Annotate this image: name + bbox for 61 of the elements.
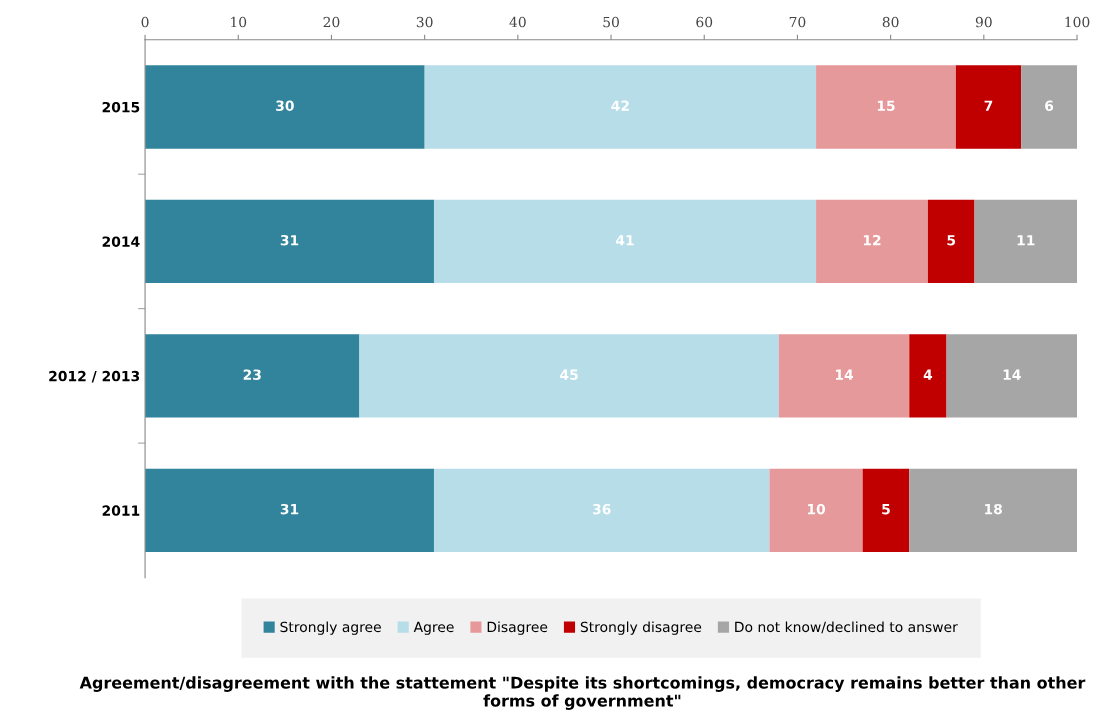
bar xyxy=(955,65,1022,149)
x-tick-label: 60 xyxy=(696,16,713,28)
data-label: 5 xyxy=(882,504,890,515)
data-label: 15 xyxy=(877,100,895,111)
x-tick-label: 70 xyxy=(789,16,806,28)
x-tick-label: 40 xyxy=(509,16,526,28)
x-tick-label: 0 xyxy=(141,16,149,28)
data-label: 45 xyxy=(560,369,578,380)
legend-label: Agree xyxy=(413,621,454,635)
bar xyxy=(816,199,928,284)
bar xyxy=(946,334,1078,418)
data-label: 10 xyxy=(807,503,826,515)
y-tick-label: 2012 / 2013 xyxy=(49,370,140,383)
bar xyxy=(778,334,910,418)
bar xyxy=(424,65,817,149)
bar xyxy=(433,199,817,284)
y-tick-label: 2011 xyxy=(102,505,140,516)
bar xyxy=(433,468,770,553)
bar xyxy=(862,468,910,553)
data-label: 42 xyxy=(611,100,629,111)
x-tick-label: 80 xyxy=(882,16,899,28)
bar xyxy=(145,468,434,553)
data-label: 7 xyxy=(984,100,993,111)
text: Agreement/disagreement with the stattement "Despite its shortcomings, democracy remains better than other forms of government" xyxy=(79,676,1086,710)
legend-label: Do not know/declined to answer xyxy=(735,621,958,634)
data-label: 23 xyxy=(243,369,261,380)
legend-label: Strongly agree xyxy=(280,621,381,635)
bar xyxy=(145,65,425,149)
y-tick-label: 2015 xyxy=(102,101,140,113)
data-label: 11 xyxy=(1017,235,1035,246)
data-label: 41 xyxy=(615,235,634,246)
data-label: 12 xyxy=(863,234,881,246)
bar xyxy=(927,199,975,284)
data-label: 6 xyxy=(1045,100,1054,111)
data-label: 31 xyxy=(280,503,299,515)
y-tick-label: 2014 xyxy=(102,236,140,247)
data-label: 14 xyxy=(835,369,854,380)
x-tick-label: 100 xyxy=(1065,16,1090,28)
bar xyxy=(909,334,947,418)
bar xyxy=(145,199,434,284)
data-label: 14 xyxy=(1003,369,1021,380)
data-label: 5 xyxy=(947,235,956,246)
bar xyxy=(359,334,779,418)
bar xyxy=(145,334,360,418)
bar xyxy=(769,468,863,553)
legend-label: Strongly disagree xyxy=(580,621,702,635)
data-label: 18 xyxy=(985,503,1002,515)
x-tick-label: 90 xyxy=(975,16,992,28)
x-tick-label: 50 xyxy=(603,16,619,28)
bar xyxy=(1021,65,1078,149)
x-tick-label: 30 xyxy=(416,16,433,28)
bar xyxy=(909,468,1078,553)
data-label: 4 xyxy=(923,369,933,380)
x-tick-label: 20 xyxy=(323,16,340,28)
bar xyxy=(974,199,1078,284)
x-tick-label: 10 xyxy=(231,16,247,28)
data-label: 30 xyxy=(276,100,294,111)
bar xyxy=(816,65,956,149)
data-label: 31 xyxy=(280,234,299,246)
legend-label: Disagree xyxy=(487,621,548,635)
data-label: 36 xyxy=(592,503,611,515)
